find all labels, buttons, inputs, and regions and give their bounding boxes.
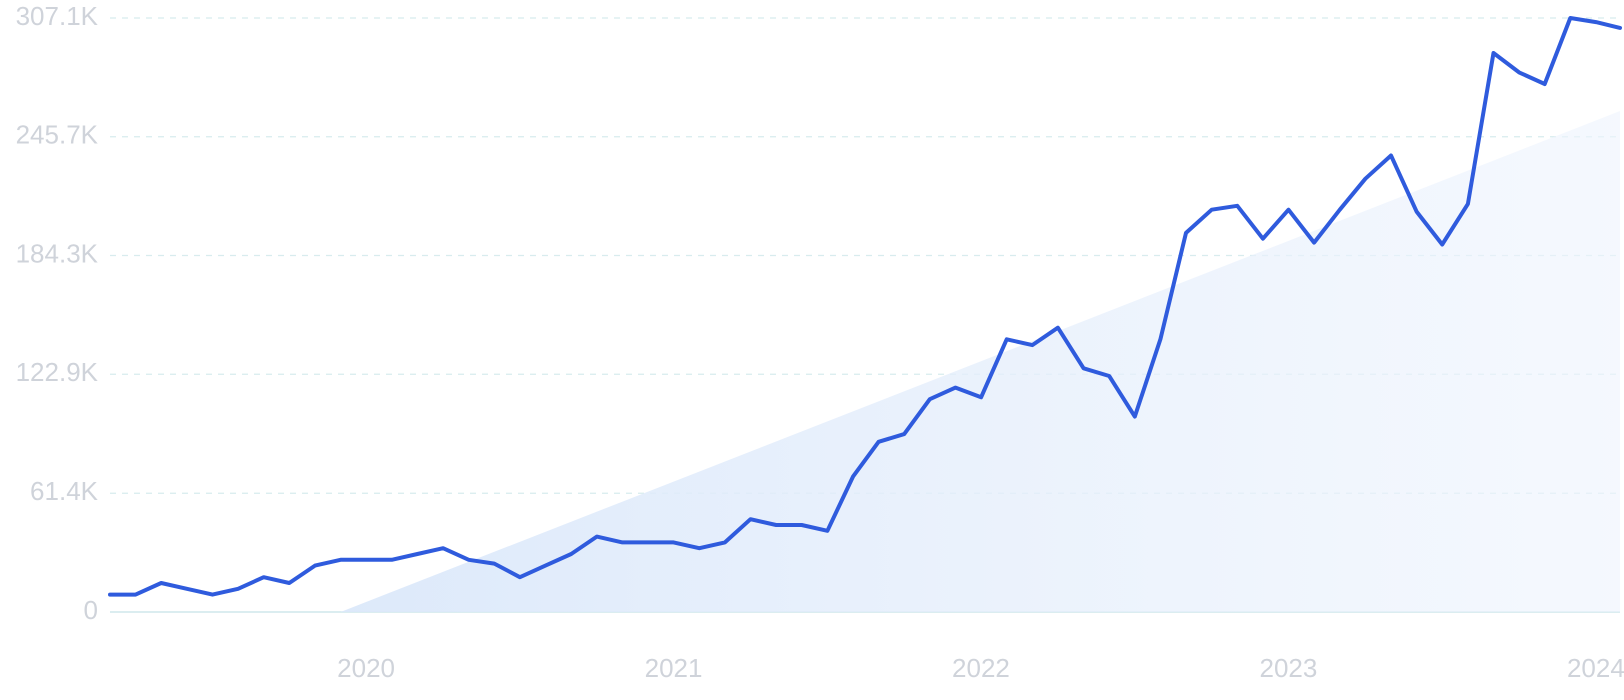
y-tick-label: 184.3K <box>16 238 99 268</box>
y-tick-label: 122.9K <box>16 357 99 387</box>
y-tick-label: 245.7K <box>16 120 99 150</box>
trend-area <box>340 111 1621 613</box>
y-tick-label: 61.4K <box>30 476 99 506</box>
x-tick-label: 2021 <box>645 653 703 683</box>
series-line <box>108 16 1622 597</box>
x-tick-label: 2022 <box>952 653 1010 683</box>
x-tick-label: 2024 <box>1567 653 1624 683</box>
x-tick-label: 2023 <box>1259 653 1317 683</box>
y-tick-label: 0 <box>84 595 98 625</box>
x-axis: 2020 2021 2022 2023 2024 <box>337 653 1624 683</box>
trend-area-shape <box>340 111 1621 613</box>
series-layer <box>108 16 1622 597</box>
y-axis: 0 61.4K 122.9K 184.3K 245.7K 307.1K <box>16 1 99 625</box>
x-tick-label: 2020 <box>337 653 395 683</box>
y-tick-label: 307.1K <box>16 1 99 31</box>
